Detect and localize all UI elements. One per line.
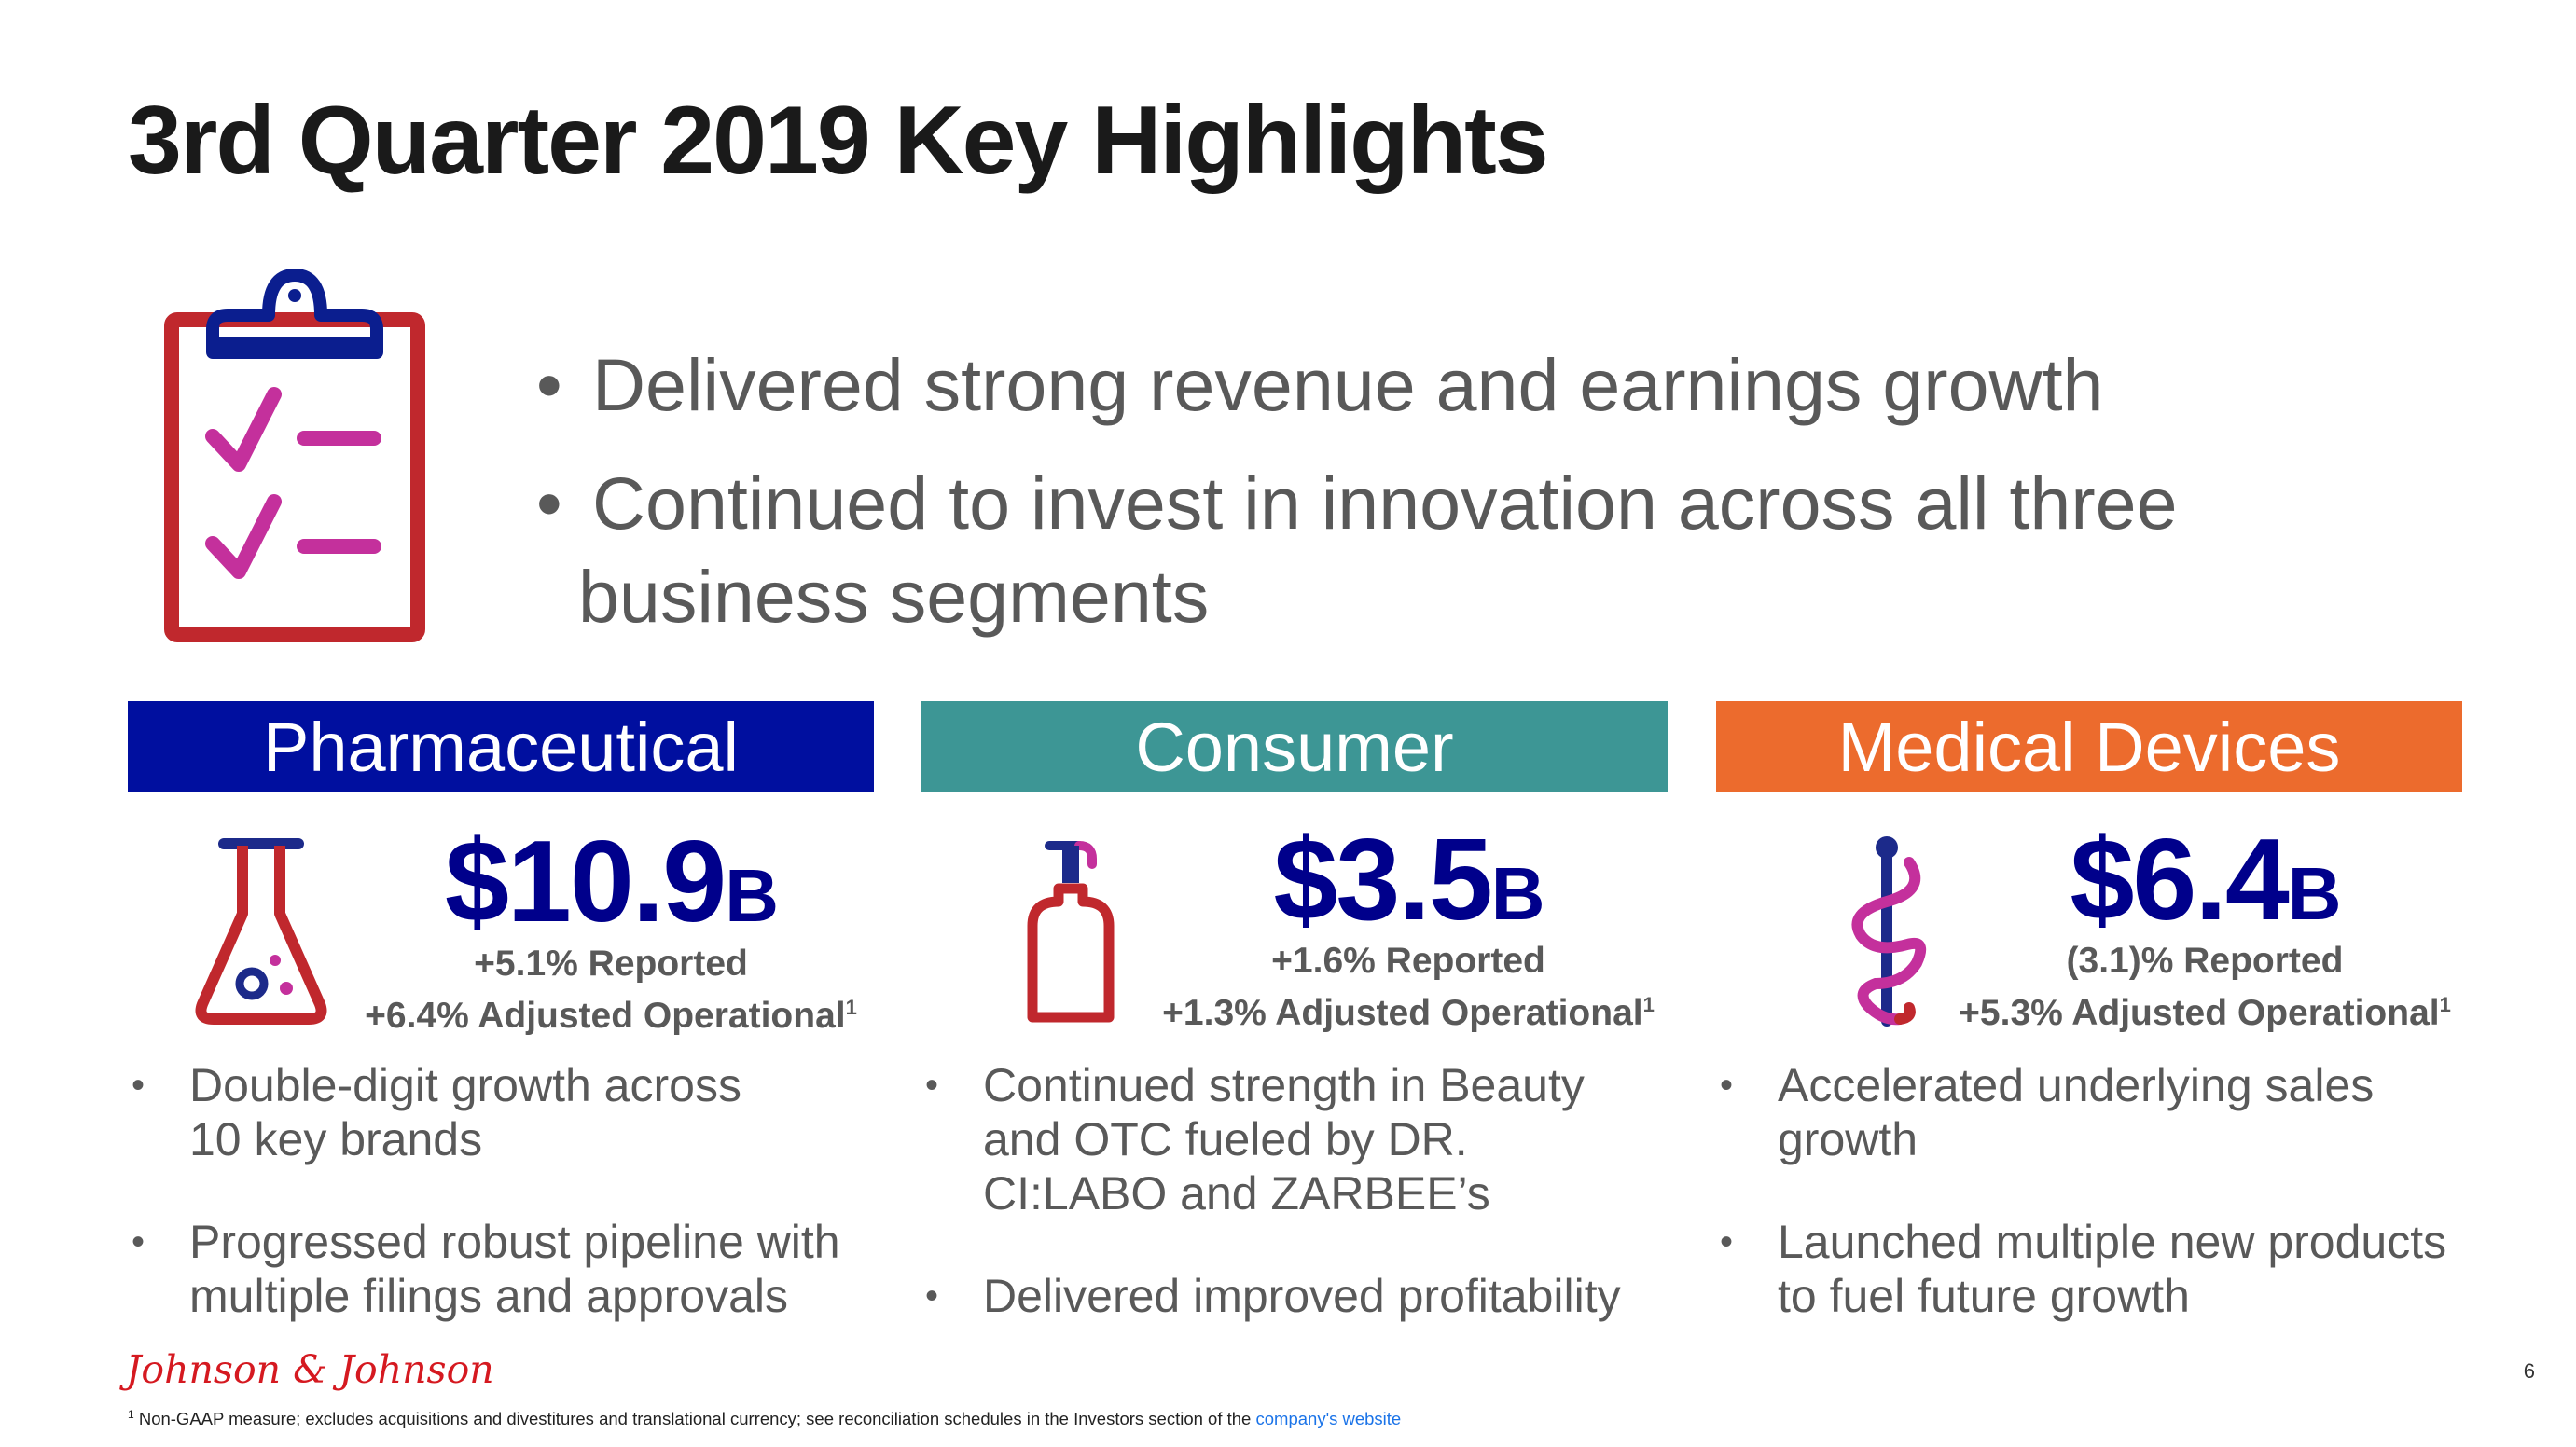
bullet-glyph: •	[536, 343, 562, 426]
pharmaceutical-adjusted-growth: +6.4% Adjusted Operational1	[303, 985, 919, 1038]
consumer-sales-unit: B	[1490, 852, 1545, 935]
pharmaceutical-sales-value: $10.9B	[331, 816, 891, 948]
pharmaceutical-adjusted-text: +6.4% Adjusted Operational	[365, 996, 846, 1036]
segment-header-pharmaceutical: Pharmaceutical	[128, 701, 874, 792]
johnson-and-johnson-logo: Johnson & Johnson	[126, 1347, 494, 1392]
page-number: 6	[2523, 1359, 2535, 1383]
pharmaceutical-sales-amount: $10.9	[444, 818, 727, 946]
segment-header-consumer: Consumer	[921, 701, 1668, 792]
pharmaceutical-reported-growth: +5.1% Reported	[474, 944, 748, 984]
pharmaceutical-growth: +5.1% Reported +6.4% Adjusted Operationa…	[303, 942, 919, 1038]
list-item: Delivered improved profitability	[921, 1269, 1649, 1323]
footnote-reference: 1	[845, 996, 857, 1019]
consumer-growth: +1.6% Reported +1.3% Adjusted Operationa…	[1101, 939, 1716, 1035]
medical-devices-sales-amount: $6.4	[2070, 816, 2289, 944]
consumer-sales-amount: $3.5	[1273, 816, 1492, 944]
company-website-link[interactable]: company's website	[1255, 1409, 1402, 1429]
pharmaceutical-sales-unit: B	[725, 854, 779, 937]
consumer-bullets: Continued strength in Beauty and OTC fue…	[921, 1058, 1649, 1371]
clipboard-checklist-icon	[164, 269, 425, 642]
consumer-sales-value: $3.5B	[1129, 814, 1688, 946]
segment-header-medical-devices: Medical Devices	[1716, 701, 2462, 792]
medical-devices-growth: (3.1)% Reported +5.3% Adjusted Operation…	[1897, 939, 2513, 1035]
medical-devices-sales-unit: B	[2287, 852, 2342, 935]
intro-bullet-1: • Delivered strong revenue and earnings g…	[536, 338, 2103, 432]
intro-bullet-2-continuation: business segments	[578, 555, 1210, 638]
slide-title: 3rd Quarter 2019 Key Highlights	[128, 87, 1549, 195]
intro-bullet-2-text: Continued to invest in innovation across…	[592, 462, 2178, 544]
footnote-reference: 1	[2439, 993, 2451, 1016]
list-item: Double-digit growth across 10 key brands	[128, 1058, 768, 1166]
list-item: Continued strength in Beauty and OTC fue…	[921, 1058, 1655, 1220]
pharmaceutical-bullets: Double-digit growth across 10 key brands…	[128, 1058, 855, 1371]
medical-devices-adjusted-text: +5.3% Adjusted Operational	[1959, 993, 2440, 1033]
medical-devices-sales-value: $6.4B	[1925, 814, 2485, 946]
footnote-marker: 1	[128, 1408, 134, 1421]
footnote-text: Non-GAAP measure; excludes acquisitions …	[138, 1409, 1256, 1429]
bullet-glyph: •	[536, 462, 562, 544]
consumer-reported-growth: +1.6% Reported	[1271, 941, 1545, 981]
medical-devices-adjusted-growth: +5.3% Adjusted Operational1	[1897, 983, 2513, 1035]
consumer-adjusted-growth: +1.3% Adjusted Operational1	[1101, 983, 1716, 1035]
medical-devices-reported-growth: (3.1)% Reported	[2066, 941, 2344, 981]
footnote-reference: 1	[1642, 993, 1655, 1016]
list-item: Accelerated underlying sales growth	[1716, 1058, 2412, 1166]
footnote: 1 Non-GAAP measure; excludes acquisition…	[128, 1408, 1401, 1429]
flask-icon	[195, 838, 327, 1025]
pump-bottle-icon	[1027, 841, 1115, 1023]
list-item: Progressed robust pipeline with multiple…	[128, 1215, 855, 1323]
intro-bullet-1-text: Delivered strong revenue and earnings gr…	[592, 343, 2104, 426]
consumer-adjusted-text: +1.3% Adjusted Operational	[1162, 993, 1643, 1033]
intro-bullet-2: • Continued to invest in innovation acros…	[536, 457, 2178, 550]
list-item: Launched multiple new products to fuel f…	[1716, 1215, 2486, 1323]
medical-devices-bullets: Accelerated underlying sales growth Laun…	[1716, 1058, 2446, 1371]
caduceus-icon	[1851, 836, 1927, 1027]
